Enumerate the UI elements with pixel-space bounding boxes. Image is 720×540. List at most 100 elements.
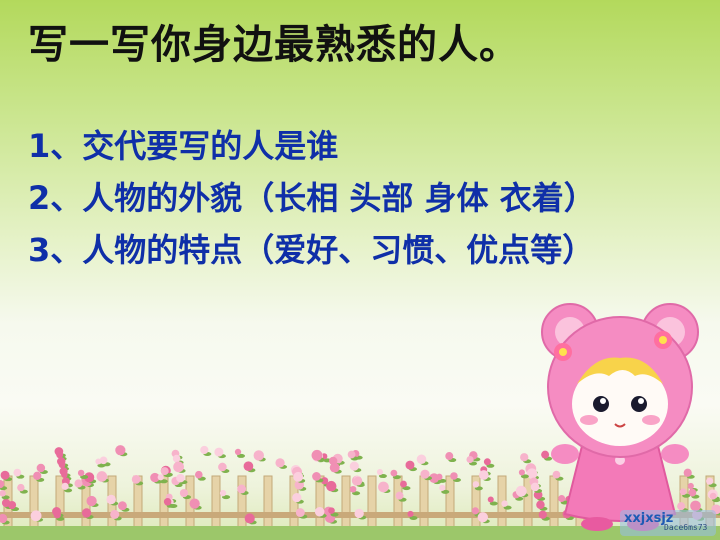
flower bbox=[56, 451, 64, 459]
flower bbox=[218, 462, 227, 472]
slide-title: 写一写你身边最熟悉的人。 bbox=[28, 22, 520, 68]
flower bbox=[687, 482, 694, 490]
flower bbox=[96, 471, 108, 482]
flower bbox=[295, 508, 305, 518]
flower bbox=[0, 479, 5, 489]
flower bbox=[160, 467, 169, 476]
flower bbox=[487, 496, 494, 503]
flower bbox=[349, 485, 357, 493]
fence-post bbox=[237, 475, 247, 533]
flower bbox=[533, 490, 543, 500]
flower bbox=[61, 471, 68, 478]
fence-post bbox=[341, 475, 351, 533]
flower bbox=[477, 512, 488, 523]
flower bbox=[17, 483, 25, 492]
flower bbox=[416, 454, 427, 465]
leaf bbox=[222, 495, 231, 500]
flower bbox=[77, 469, 85, 477]
flower bbox=[13, 468, 22, 477]
grass-strip bbox=[0, 526, 720, 540]
flower bbox=[378, 481, 389, 493]
flower bbox=[179, 488, 189, 498]
flower bbox=[150, 472, 160, 483]
flower bbox=[61, 482, 69, 490]
leaf bbox=[159, 479, 168, 484]
flower bbox=[117, 501, 127, 511]
flower bbox=[436, 473, 443, 481]
flower bbox=[110, 509, 120, 519]
flower bbox=[84, 472, 95, 483]
flower bbox=[99, 456, 108, 465]
logo-subtext: Dace6ms73 bbox=[664, 523, 708, 532]
pink-bear-girl-icon bbox=[541, 303, 699, 531]
flower bbox=[706, 477, 714, 485]
flower bbox=[688, 488, 697, 497]
flower bbox=[326, 480, 337, 492]
flower bbox=[466, 455, 474, 464]
flower bbox=[679, 488, 687, 496]
flower bbox=[526, 468, 538, 479]
flower bbox=[292, 493, 302, 503]
flower bbox=[709, 492, 717, 500]
flower bbox=[189, 498, 200, 509]
flower bbox=[0, 490, 6, 497]
flower bbox=[0, 470, 10, 480]
flower bbox=[445, 452, 454, 461]
flower bbox=[471, 507, 480, 515]
flower bbox=[390, 469, 398, 477]
flower bbox=[253, 450, 264, 461]
flower bbox=[58, 461, 66, 469]
leaf bbox=[520, 474, 529, 479]
flower bbox=[329, 462, 340, 473]
flower bbox=[172, 454, 181, 463]
flower bbox=[536, 500, 545, 510]
flower bbox=[376, 468, 383, 476]
flower bbox=[163, 498, 172, 506]
flower bbox=[0, 513, 8, 524]
flower bbox=[234, 448, 242, 456]
flower bbox=[312, 472, 321, 481]
flower bbox=[420, 469, 430, 479]
leaf bbox=[489, 501, 498, 506]
fence-post bbox=[419, 475, 429, 533]
flower bbox=[683, 468, 692, 477]
flower bbox=[275, 458, 285, 468]
flower bbox=[483, 458, 491, 466]
flower bbox=[86, 495, 97, 507]
flower bbox=[349, 461, 359, 471]
flower bbox=[439, 484, 446, 491]
flower bbox=[450, 472, 458, 480]
flower bbox=[690, 500, 701, 512]
flower bbox=[518, 469, 525, 476]
fence-post bbox=[367, 475, 377, 533]
flower bbox=[195, 470, 203, 479]
flower bbox=[515, 485, 527, 497]
leaf bbox=[441, 489, 450, 494]
flower bbox=[407, 510, 414, 518]
point-item-1: 1、交代要写的人是谁 bbox=[28, 127, 339, 165]
point-list: 1、交代要写的人是谁 2、人物的外貌（长相 头部 身体 衣着） 3、人物的特点（… bbox=[28, 126, 596, 282]
point-item-2: 2、人物的外貌（长相 头部 身体 衣着） bbox=[28, 179, 596, 217]
flower bbox=[200, 445, 209, 455]
flower bbox=[293, 471, 304, 482]
flower bbox=[7, 500, 17, 510]
flower bbox=[214, 447, 224, 457]
flower bbox=[74, 479, 83, 488]
flower bbox=[478, 470, 489, 480]
flower bbox=[237, 484, 247, 494]
flower bbox=[81, 508, 92, 518]
logo-text: xxjxsjz bbox=[624, 511, 674, 526]
flower bbox=[538, 510, 547, 519]
flower bbox=[106, 494, 116, 505]
site-logo: xxjxsjz Dace6ms73 bbox=[620, 510, 716, 536]
flower bbox=[472, 481, 480, 488]
flower bbox=[314, 506, 325, 517]
flower bbox=[400, 480, 407, 488]
flower bbox=[311, 449, 323, 461]
flower bbox=[131, 474, 141, 484]
flower bbox=[552, 470, 561, 479]
flower bbox=[501, 500, 508, 507]
flower bbox=[157, 474, 164, 481]
fence-post bbox=[29, 475, 39, 533]
